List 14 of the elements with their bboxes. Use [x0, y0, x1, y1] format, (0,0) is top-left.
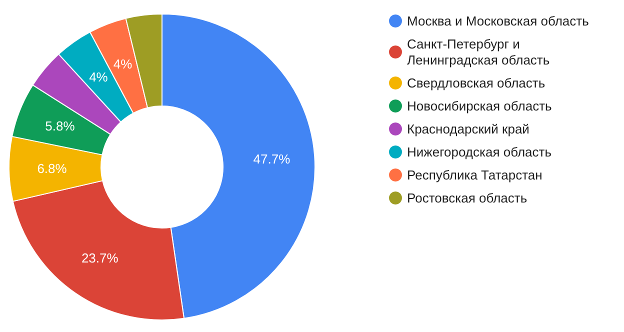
data-label: 47.7% [253, 152, 291, 167]
legend-label: Краснодарский край [407, 122, 530, 136]
data-label: 23.7% [81, 250, 119, 266]
legend-label: Ростовская область [407, 190, 528, 206]
data-label: 6.8% [37, 160, 68, 176]
legend-label: Санкт-Петербург и Ленинградская область [407, 36, 550, 68]
data-label: 4% [89, 70, 108, 85]
data-label: 5.8% [45, 118, 76, 134]
data-label: 4% [113, 56, 133, 72]
legend-label: Новосибирская область [407, 98, 552, 114]
legend-label: Свердловская область [407, 76, 546, 90]
legend-label: Республика Татарстан [407, 168, 542, 182]
legend-label: Москва и Московская область [407, 14, 590, 28]
legend-label: Нижегородская область [407, 144, 552, 160]
